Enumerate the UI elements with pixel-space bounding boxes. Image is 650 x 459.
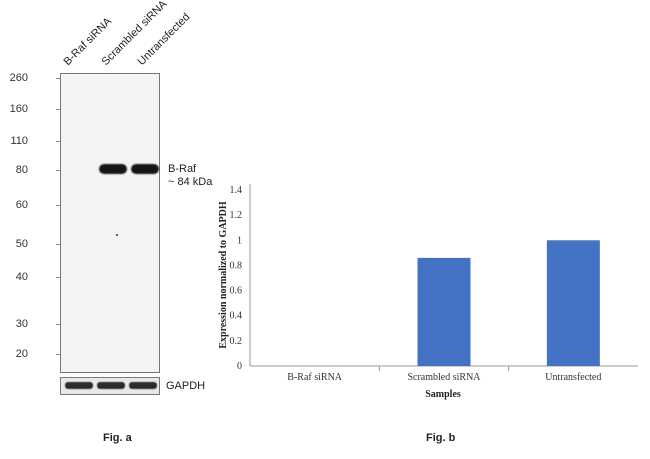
bar-untransfected [546,240,600,366]
marker-30: 30 [15,318,28,330]
y-tick-label: 0 [237,361,242,372]
bar-scrambled-sirna [417,257,471,366]
x-category-label: B-Raf siRNA [287,372,343,383]
blot-membrane [60,73,160,373]
marker-160: 160 [9,103,28,115]
marker-40: 40 [15,271,28,283]
marker-80: 80 [15,164,28,176]
x-axis-label: Samples [425,389,461,400]
band-size-label: ~ 84 kDa [168,176,213,188]
y-tick-label: 0.8 [230,260,243,271]
y-axis-label: Expression normalized to GAPDH [218,201,229,349]
gapdh-label: GAPDH [166,380,206,392]
y-tick-label: 1.4 [230,185,243,196]
gapdh-blot [60,377,160,395]
band-scrambled [99,164,127,174]
y-tick-label: 1.2 [230,210,243,221]
x-category-label: Untransfected [545,372,601,383]
y-tick-label: 0.4 [230,311,243,322]
y-tick-label: 1 [237,235,242,246]
band-untransfected [131,164,159,174]
marker-110: 110 [10,135,28,147]
x-category-label: Scrambled siRNA [407,372,481,383]
y-tick-label: 0.6 [230,286,243,297]
figure-b-caption: Fig. b [426,432,456,444]
marker-260: 260 [9,72,28,84]
marker-60: 60 [15,199,28,211]
figure-a-caption: Fig. a [103,432,132,444]
marker-50: 50 [15,238,28,250]
y-tick-label: 0.2 [230,336,243,347]
band-name-label: B-Raf [168,163,197,175]
marker-20: 20 [15,348,28,360]
